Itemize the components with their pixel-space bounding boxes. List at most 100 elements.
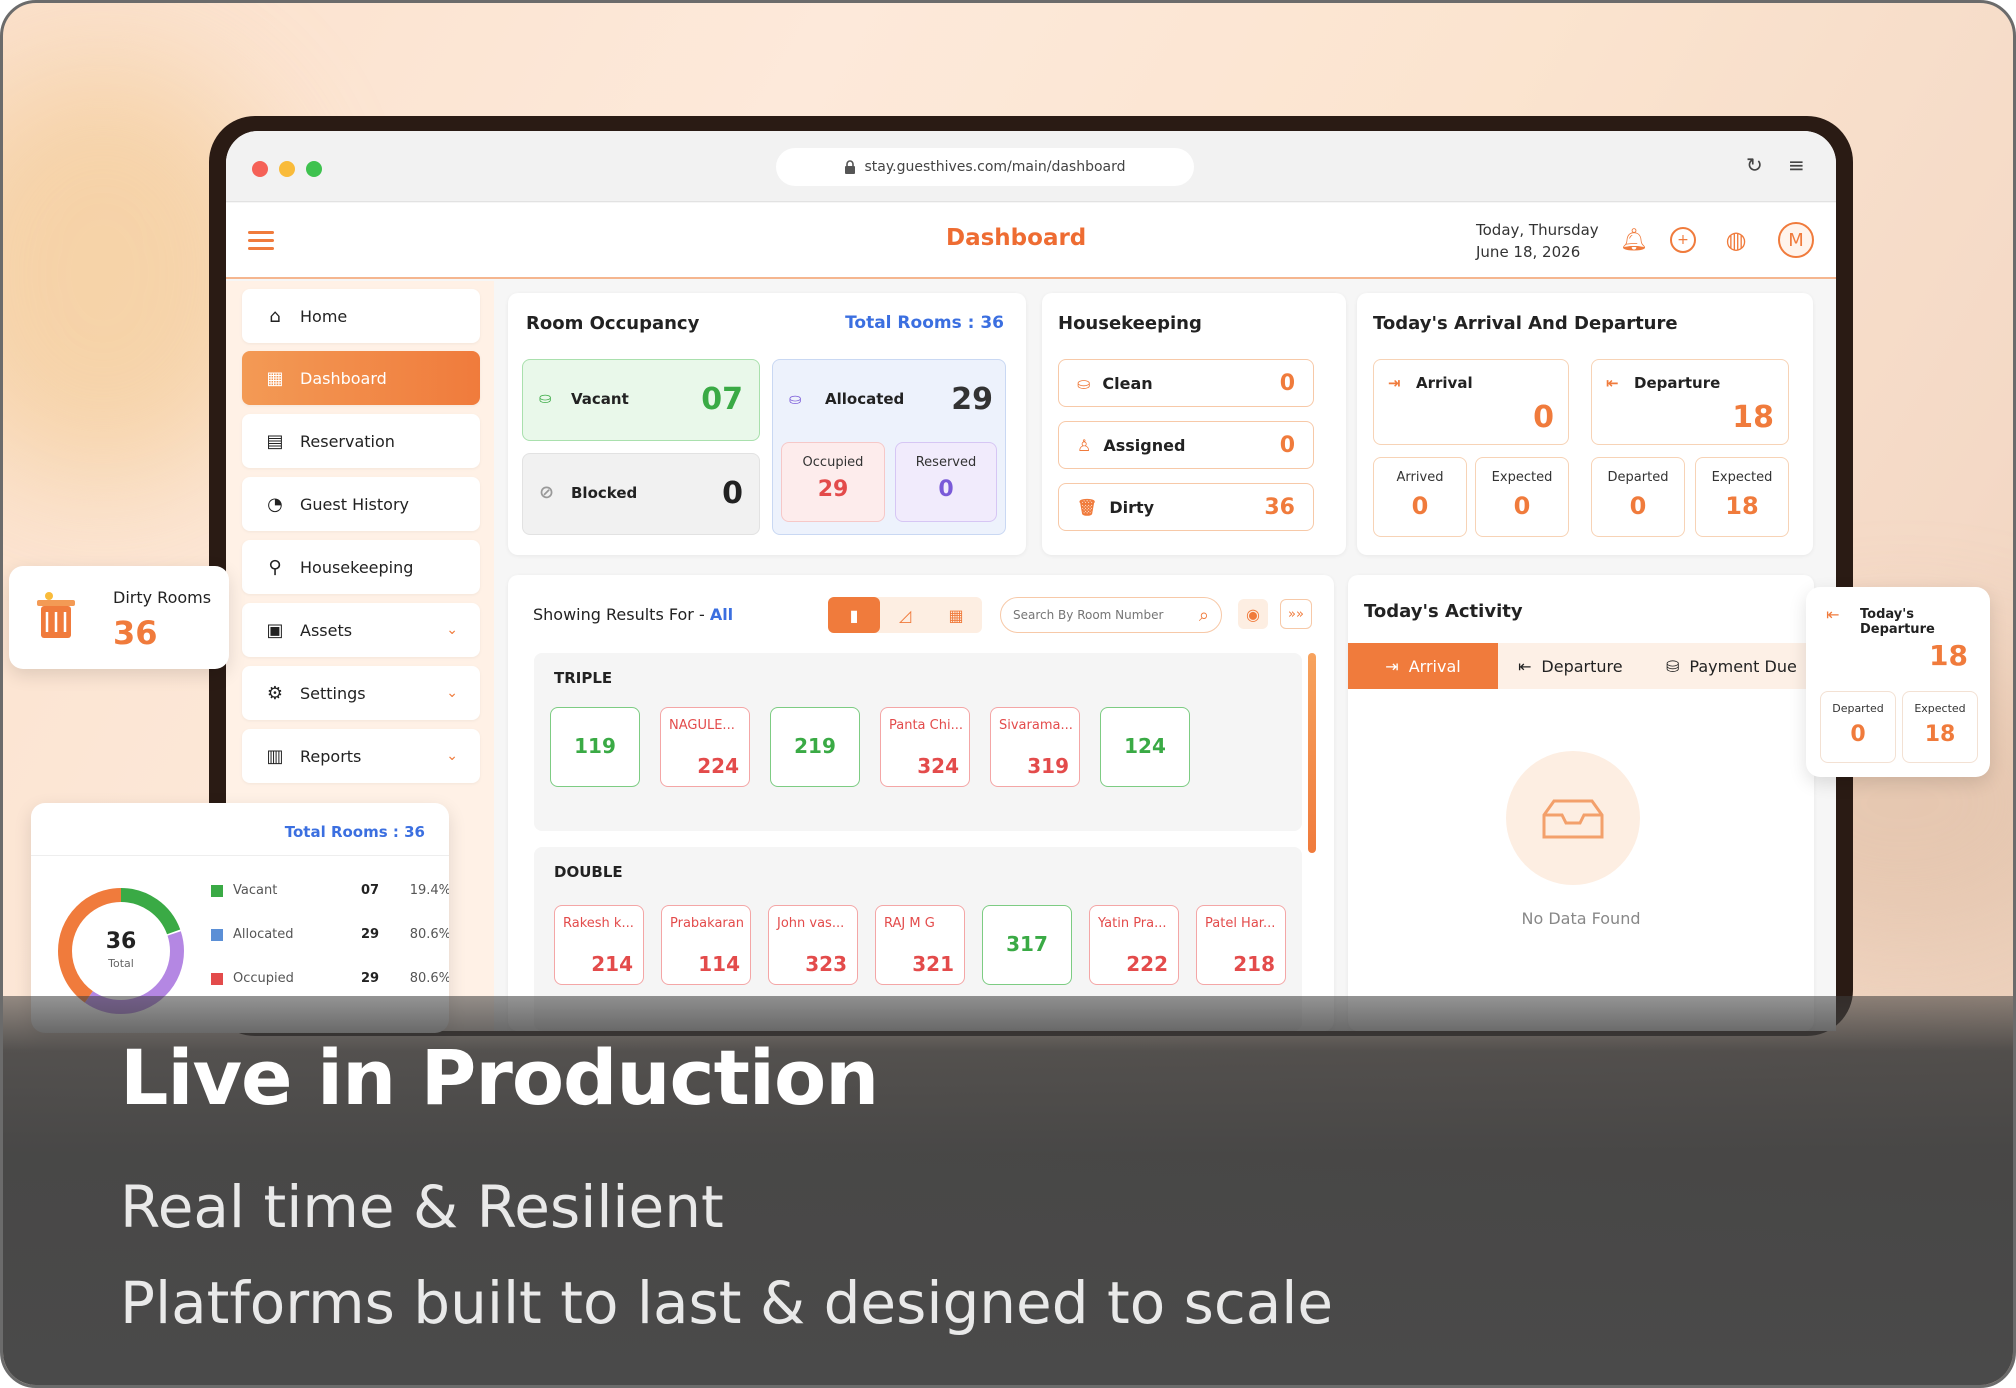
sidebar-item-guest-history[interactable]: ◔ Guest History — [242, 477, 480, 531]
expand-icon[interactable]: »» — [1280, 599, 1312, 629]
triple-section: TRIPLE 119 NAGULE... 224 219 Panta Chi... 324… — [534, 653, 1302, 831]
room-number: 219 — [794, 734, 836, 758]
sidebar-item-home[interactable]: ⌂ Home — [242, 289, 480, 343]
bed-icon: ⛀ — [789, 390, 802, 408]
tab-payment-due[interactable]: ⛁ Payment Due — [1666, 643, 1797, 689]
occupancy-chart-float-card: Total Rooms : 36 36 Total Vacant 07 19.4% … — [31, 803, 449, 1033]
sidebar-item-reports[interactable]: ▥ Reports ⌄ — [242, 729, 480, 783]
sidebar-item-label: Reports — [300, 746, 362, 766]
section-title: DOUBLE — [554, 863, 623, 881]
arrival-box[interactable]: ⇥ Arrival 0 — [1373, 359, 1569, 445]
room-card-321[interactable]: RAJ M G 321 — [875, 905, 965, 985]
room-card-218[interactable]: Patel Har... 218 — [1196, 905, 1286, 985]
guest-name: Sivarama... — [999, 718, 1073, 733]
room-card-214[interactable]: Rakesh k... 214 — [554, 905, 644, 985]
legend-pct: 80.6% — [409, 971, 449, 986]
minimize-window-dot[interactable] — [279, 161, 295, 177]
url-bar[interactable]: stay.guesthives.com/main/dashboard — [776, 148, 1194, 186]
expected-value: 18 — [1924, 722, 1956, 747]
arrived-box[interactable]: Arrived 0 — [1373, 457, 1467, 537]
maximize-window-dot[interactable] — [306, 161, 322, 177]
departed-box: Departed 0 — [1820, 691, 1896, 763]
close-window-dot[interactable] — [252, 161, 268, 177]
sidebar-item-reservation[interactable]: ▤ Reservation — [242, 414, 480, 468]
room-card-224[interactable]: NAGULE... 224 — [660, 707, 750, 787]
tab-arrival[interactable]: ⇥ Arrival — [1348, 643, 1498, 689]
app-header: Dashboard Today, Thursday June 18, 2026 … — [226, 203, 1836, 279]
donut-center-value: 36 — [105, 929, 137, 954]
hamburger-icon[interactable] — [248, 231, 274, 251]
globe-icon[interactable]: ◍ — [1725, 226, 1747, 254]
divider — [31, 855, 449, 856]
room-card-219[interactable]: 219 — [770, 707, 860, 787]
arrival-label: Arrival — [1416, 374, 1473, 392]
row-label: Clean — [1102, 373, 1153, 393]
avatar[interactable]: M — [1778, 222, 1814, 258]
departed-box[interactable]: Departed 0 — [1591, 457, 1685, 537]
guest-name: Prabakaran — [670, 916, 744, 931]
add-icon[interactable]: + — [1670, 227, 1696, 253]
legend-label: Allocated — [233, 927, 294, 942]
sidebar-item-assets[interactable]: ▣ Assets ⌄ — [242, 603, 480, 657]
sidebar-item-label: Guest History — [300, 494, 409, 514]
reserved-box[interactable]: Reserved 0 — [895, 442, 997, 522]
activity-tabs: ⇥ Arrival ⇤ Departure ⛁ Payment Due — [1348, 643, 1814, 689]
room-occupancy-panel: Room Occupancy Total Rooms : 36 ⛀ Vacant… — [508, 293, 1026, 555]
showing-results: Showing Results For - All — [533, 605, 733, 624]
reload-icon[interactable]: ↻ — [1746, 153, 1763, 177]
door-view-icon[interactable]: ▮ — [828, 597, 880, 633]
room-card-114[interactable]: Prabakaran 114 — [661, 905, 751, 985]
room-card-324[interactable]: Panta Chi... 324 — [880, 707, 970, 787]
bell-icon[interactable]: 🔔︎ — [1620, 227, 1648, 253]
panel-title: Today's Activity — [1364, 601, 1523, 622]
scrollbar[interactable] — [1308, 653, 1316, 853]
legend-label: Occupied — [233, 971, 294, 986]
allocated-box[interactable]: ⛀ Allocated 29 Occupied 29 Reserved 0 — [772, 359, 1006, 535]
caption-title: Live in Production — [120, 1033, 879, 1122]
tab-departure[interactable]: ⇤ Departure — [1518, 643, 1623, 689]
search-input[interactable] — [1013, 608, 1173, 622]
browser-chrome: stay.guesthives.com/main/dashboard ↻ ≡ — [226, 131, 1836, 202]
room-card-319[interactable]: Sivarama... 319 — [990, 707, 1080, 787]
room-number: 321 — [912, 952, 954, 976]
housekeeping-assigned-row[interactable]: ♙ Assigned 0 — [1058, 421, 1314, 469]
room-card-124[interactable]: 124 — [1100, 707, 1190, 787]
sidebar-item-settings[interactable]: ⚙ Settings ⌄ — [242, 666, 480, 720]
gear-icon: ⚙ — [266, 682, 284, 704]
page-title: Dashboard — [946, 225, 1087, 251]
allocated-label: Allocated — [825, 390, 905, 408]
reserved-value: 0 — [938, 477, 954, 502]
row-value: 36 — [1264, 494, 1295, 520]
menu-icon[interactable]: ≡ — [1788, 153, 1805, 177]
arrival-expected-box[interactable]: Expected 0 — [1475, 457, 1569, 537]
legend-label: Vacant — [233, 883, 278, 898]
room-search[interactable]: ⌕ — [1000, 597, 1222, 633]
sidebar-item-label: Reservation — [300, 431, 395, 451]
calendar-icon: ▤ — [266, 430, 284, 452]
row-label: Dirty — [1109, 497, 1155, 517]
chevron-down-icon: ⌄ — [446, 748, 458, 764]
arrived-label: Arrived — [1396, 470, 1444, 485]
sidebar-item-housekeeping[interactable]: ⚲ Housekeeping — [242, 540, 480, 594]
refresh-icon[interactable]: ◉ — [1238, 599, 1268, 629]
search-icon[interactable]: ⌕ — [1198, 604, 1209, 626]
reserved-label: Reserved — [915, 455, 977, 470]
room-card-323[interactable]: John vas... 323 — [768, 905, 858, 985]
guest-name: NAGULE... — [669, 718, 735, 733]
stairs-view-icon[interactable]: ◿ — [898, 605, 912, 625]
guest-name: Patel Har... — [1205, 916, 1276, 931]
room-card-222[interactable]: Yatin Pra... 222 — [1089, 905, 1179, 985]
housekeeping-clean-row[interactable]: ⛀ Clean 0 — [1058, 359, 1314, 407]
departure-expected-box[interactable]: Expected 18 — [1695, 457, 1789, 537]
housekeeping-dirty-row[interactable]: 🗑︎ Dirty 36 — [1058, 483, 1314, 531]
blocked-box[interactable]: ⊘ Blocked 0 — [522, 453, 760, 535]
room-card-317[interactable]: 317 — [982, 905, 1072, 985]
calendar-view-icon[interactable]: ▦ — [948, 605, 964, 625]
donut-segment-occupied — [58, 888, 184, 1014]
sidebar-item-dashboard[interactable]: ▦ Dashboard — [242, 351, 480, 405]
sidebar-item-label: Home — [300, 306, 348, 326]
occupied-box[interactable]: Occupied 29 — [781, 442, 885, 522]
room-card-119[interactable]: 119 — [550, 707, 640, 787]
vacant-box[interactable]: ⛀ Vacant 07 — [522, 359, 760, 441]
departure-box[interactable]: ⇤ Departure 18 — [1591, 359, 1789, 445]
